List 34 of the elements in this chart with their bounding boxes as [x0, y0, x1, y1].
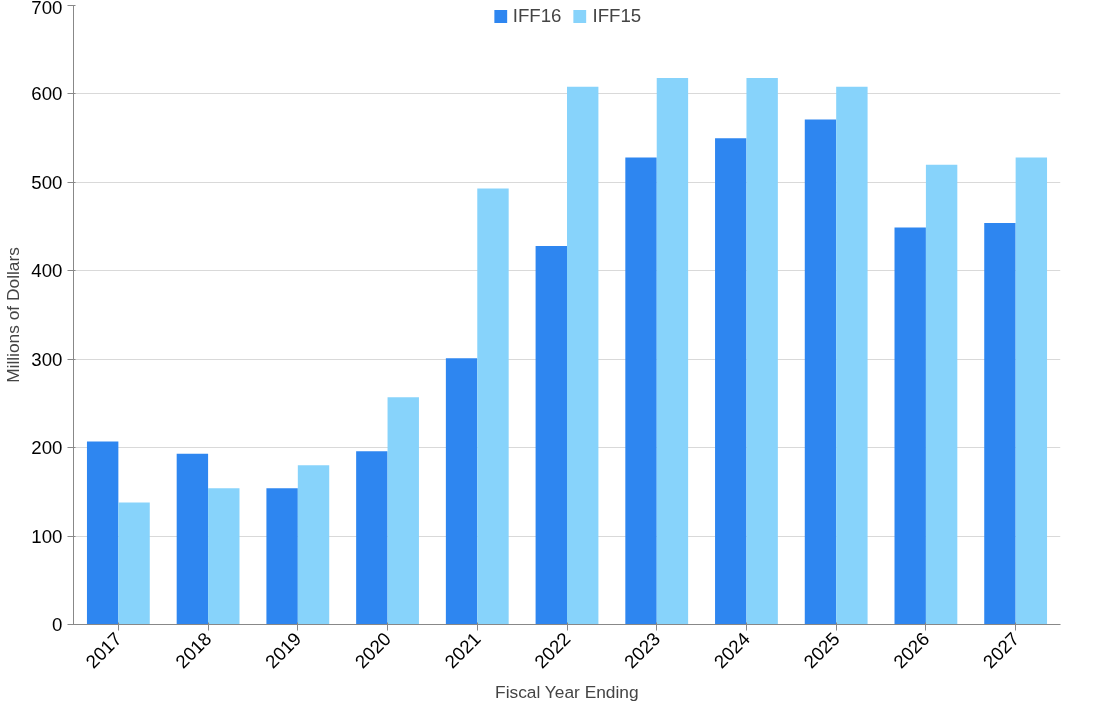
bar [86, 441, 119, 625]
y-tick-label: 300 [31, 348, 63, 370]
bar [266, 488, 298, 625]
bar [715, 138, 747, 625]
bar [176, 453, 209, 625]
bar [836, 86, 868, 625]
y-tick-label: 0 [52, 614, 63, 635]
bar [297, 465, 330, 625]
bar [746, 78, 778, 625]
bar [356, 451, 388, 625]
bar [656, 78, 689, 625]
bar [477, 188, 509, 625]
bar [625, 157, 657, 625]
y-tick-label: 500 [31, 171, 63, 193]
bar [1015, 157, 1048, 625]
y-tick-label: 200 [31, 437, 63, 459]
bar [567, 86, 599, 625]
bar [894, 227, 926, 625]
y-tick-label: 100 [31, 525, 63, 547]
bar [445, 358, 478, 625]
y-tick-label: 400 [31, 260, 63, 282]
bar [984, 223, 1016, 625]
bar [118, 502, 150, 625]
legend-label: IFF15 [592, 5, 642, 27]
bar [208, 488, 240, 625]
bar [387, 397, 419, 625]
legend-label: IFF16 [512, 5, 562, 27]
bar [535, 246, 567, 625]
bar [804, 119, 837, 625]
y-axis-title: Millions of Dollars [3, 246, 24, 383]
bar [925, 164, 958, 625]
x-axis-title: Fiscal Year Ending [495, 682, 639, 703]
y-tick-label: 600 [31, 83, 63, 105]
y-tick-label: 700 [31, 0, 63, 18]
